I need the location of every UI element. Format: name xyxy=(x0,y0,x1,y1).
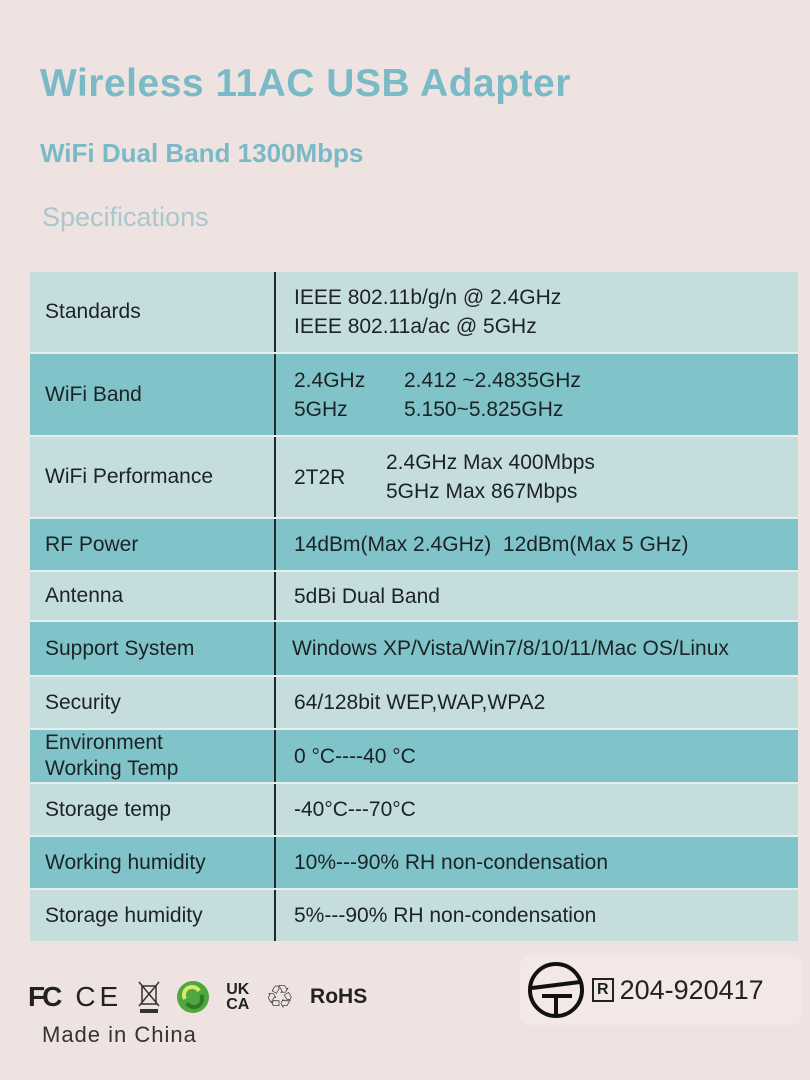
table-row: Storage humidity 5%---90% RH non-condens… xyxy=(30,888,798,941)
ukca-logo: UK CA xyxy=(226,981,250,1013)
table-row: WiFi Band 2.4GHz 2.412 ~2.4835GHz 5GHz 5.1… xyxy=(30,352,798,435)
row-value: 2.4GHz Max 400Mbps xyxy=(386,451,595,474)
row-label: Storage temp xyxy=(30,784,276,835)
row-label: Working humidity xyxy=(30,837,276,888)
cert-number: 204-920417 xyxy=(619,974,764,1005)
row-value: 64/128bit WEP,WAP,WPA2 xyxy=(294,691,546,714)
cert-r-mark: R xyxy=(592,978,614,1002)
row-value: 14dBm(Max 2.4GHz) 12dBm(Max 5 GHz) xyxy=(294,533,689,556)
row-label: RF Power xyxy=(30,519,276,570)
ce-logo: CE xyxy=(75,981,123,1012)
telec-certification: R 204-920417 xyxy=(520,955,802,1025)
weee-bin-icon xyxy=(138,981,160,1013)
row-value: IEEE 802.11b/g/n @ 2.4GHz xyxy=(294,286,562,309)
row-value: 0 °C----40 °C xyxy=(294,744,416,768)
table-row: RF Power 14dBm(Max 2.4GHz) 12dBm(Max 5 G… xyxy=(30,517,798,570)
table-row: Security 64/128bit WEP,WAP,WPA2 xyxy=(30,675,798,728)
row-value: IEEE 802.11a/ac @ 5GHz xyxy=(294,315,537,338)
table-row: WiFi Performance 2T2R 2.4GHz Max 400Mbps… xyxy=(30,435,798,517)
band-range: 5.150~5.825GHz xyxy=(404,397,564,421)
row-label: WiFi Band xyxy=(30,354,276,435)
row-label-line: Working Temp xyxy=(45,757,179,780)
row-label: Environment Working Temp xyxy=(30,730,276,782)
row-label: Antenna xyxy=(30,572,276,620)
row-label-line: Environment xyxy=(45,731,163,754)
row-label: Standards xyxy=(30,272,276,352)
table-row: Standards IEEE 802.11b/g/n @ 2.4GHz IEEE… xyxy=(30,272,798,352)
row-value: 5%---90% RH non-condensation xyxy=(294,904,597,927)
fcc-logo: FC xyxy=(28,981,62,1012)
page-title: Wireless 11AC USB Adapter xyxy=(40,62,571,105)
band-name: 5GHz xyxy=(294,397,348,421)
certification-logos: FC CE UK CA ♲ RoHS xyxy=(28,978,367,1016)
row-label: Support System xyxy=(30,622,276,675)
row-value: 10%---90% RH non-condensation xyxy=(294,851,609,874)
band-range: 2.412 ~2.4835GHz xyxy=(404,368,581,392)
row-label: WiFi Performance xyxy=(30,437,276,517)
table-row: Environment Working Temp 0 °C----40 °C xyxy=(30,728,798,782)
row-value: 5GHz Max 867Mbps xyxy=(386,480,578,503)
row-label: Security xyxy=(30,677,276,728)
telec-mark-icon xyxy=(528,962,584,1018)
page-subtitle: WiFi Dual Band 1300Mbps xyxy=(40,138,364,168)
row-value: -40°C---70°C xyxy=(294,798,416,821)
row-label: Storage humidity xyxy=(30,890,276,941)
band-name: 2.4GHz xyxy=(294,368,366,392)
recycle-icon: ♲ xyxy=(265,979,295,1015)
green-dot-icon xyxy=(177,981,210,1013)
ukca-top: UK xyxy=(226,981,250,998)
antenna-config: 2T2R xyxy=(294,465,346,489)
section-heading: Specifications xyxy=(42,202,209,232)
ukca-bottom: CA xyxy=(226,996,250,1013)
table-row: Support System Windows XP/Vista/Win7/8/1… xyxy=(30,620,798,675)
spec-table: Standards IEEE 802.11b/g/n @ 2.4GHz IEEE… xyxy=(30,272,798,941)
made-in-label: Made in China xyxy=(42,1022,197,1047)
table-row: Antenna 5dBi Dual Band xyxy=(30,570,798,620)
row-value: 5dBi Dual Band xyxy=(294,584,440,608)
row-value: Windows XP/Vista/Win7/8/10/11/Mac OS/Lin… xyxy=(292,637,729,660)
rohs-logo: RoHS xyxy=(310,985,368,1008)
table-row: Storage temp -40°C---70°C xyxy=(30,782,798,835)
table-row: Working humidity 10%---90% RH non-conden… xyxy=(30,835,798,888)
